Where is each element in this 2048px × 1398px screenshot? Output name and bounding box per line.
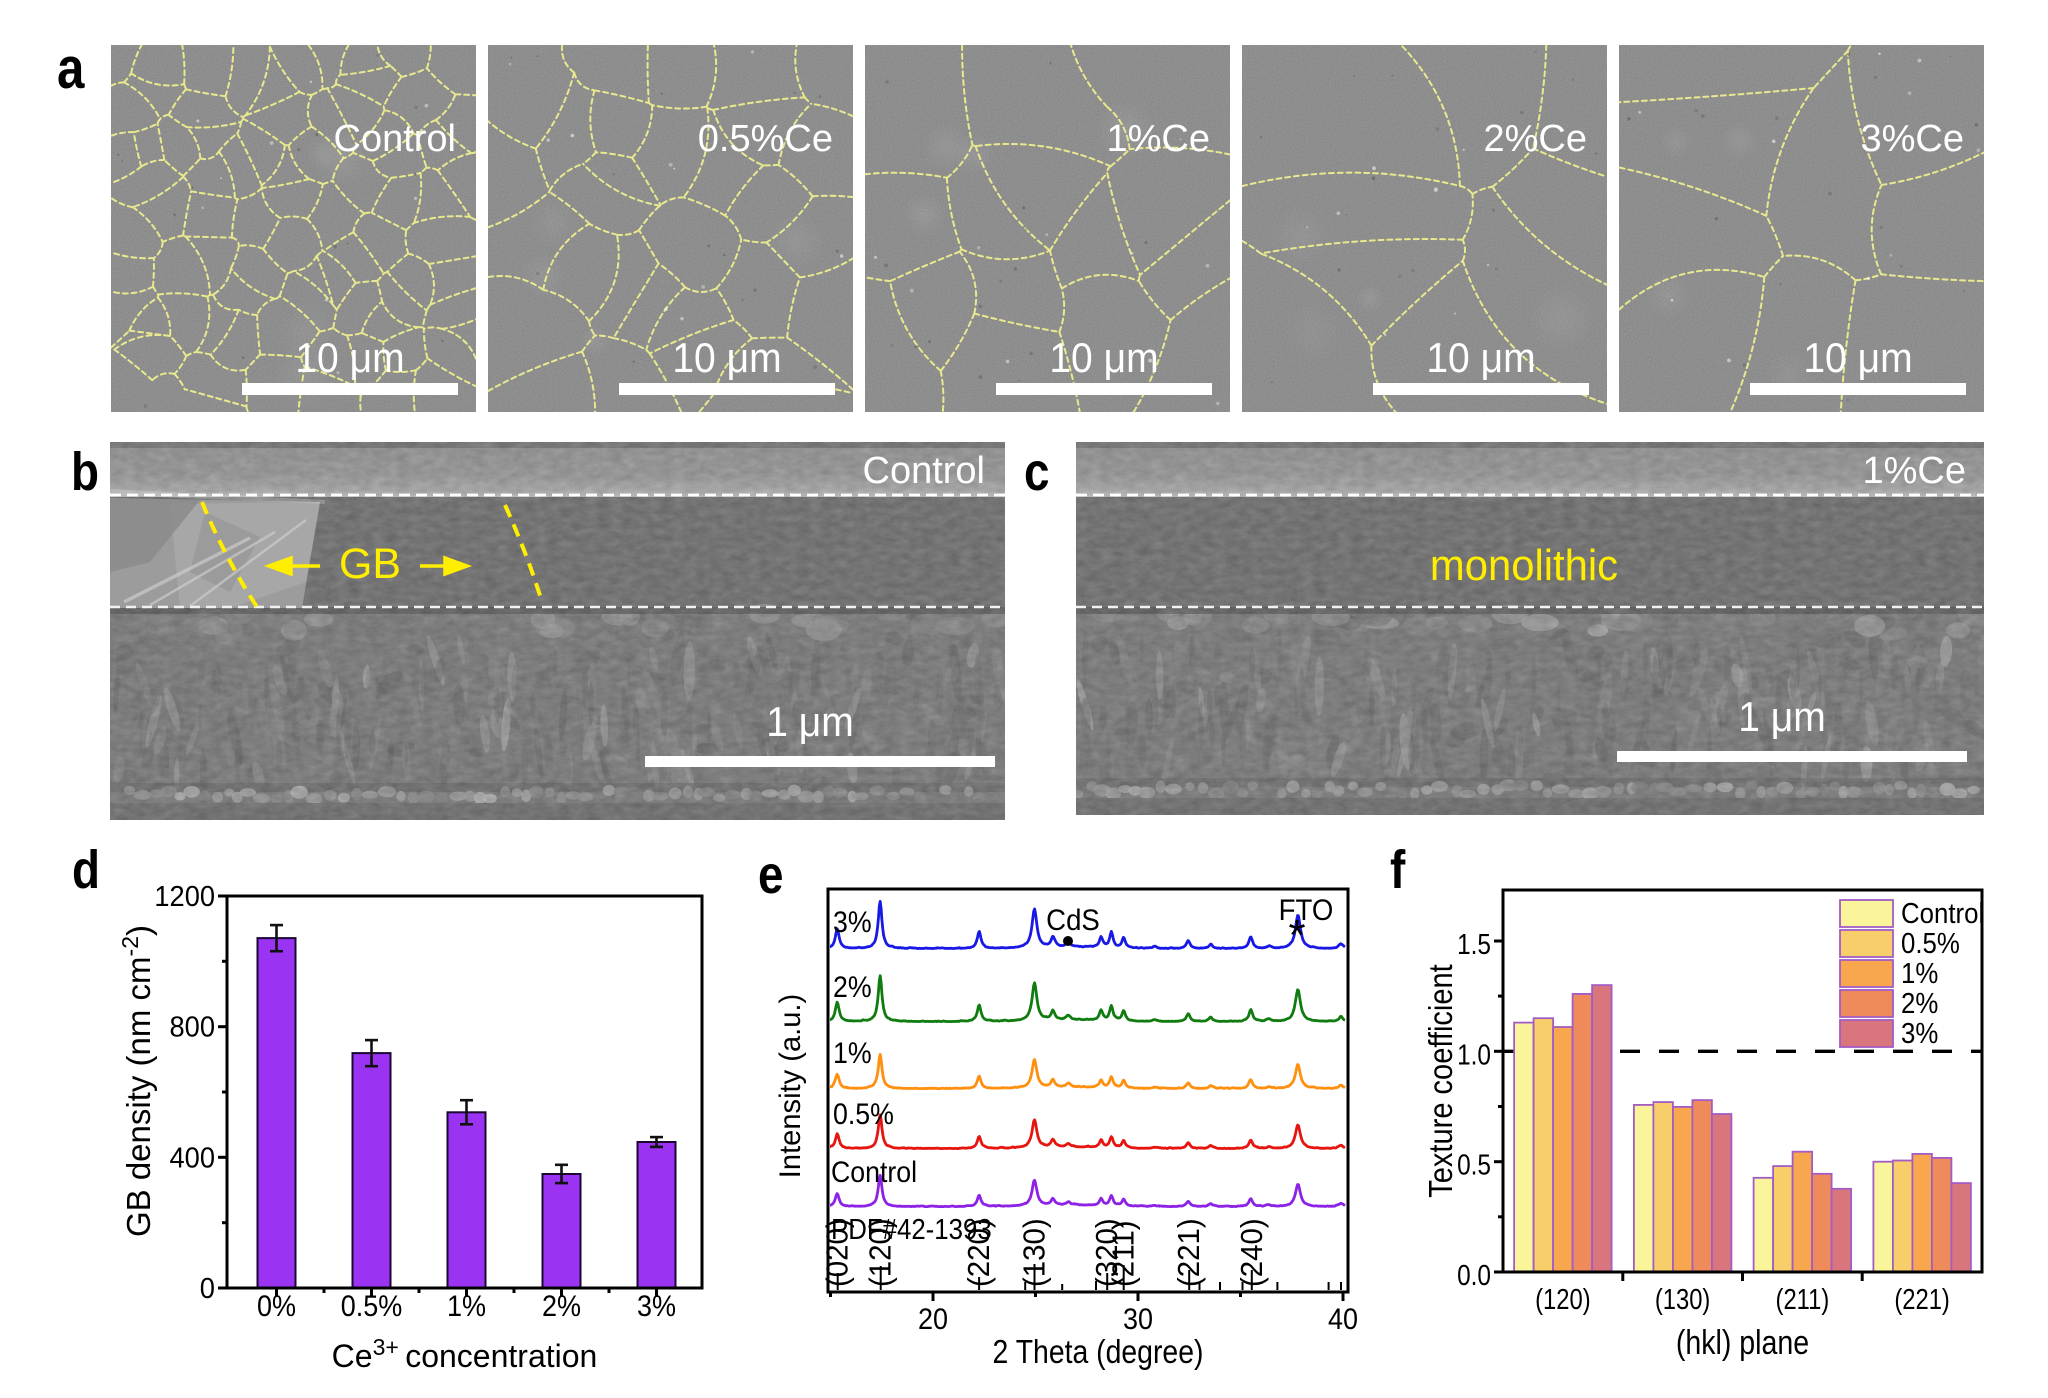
- svg-text:3%: 3%: [833, 906, 872, 939]
- svg-text:2 Theta (degree): 2 Theta (degree): [993, 1333, 1204, 1370]
- svg-text:1.0: 1.0: [1457, 1039, 1491, 1071]
- svg-text:0%: 0%: [257, 1290, 296, 1323]
- svg-text:2%Ce: 2%Ce: [1484, 118, 1588, 160]
- svg-text:0.0: 0.0: [1457, 1260, 1491, 1292]
- svg-text:(020): (020): [820, 1218, 855, 1287]
- svg-text:10 μm: 10 μm: [1426, 334, 1535, 381]
- svg-text:PDF#42-1393: PDF#42-1393: [831, 1214, 992, 1246]
- svg-text:Control: Control: [1901, 898, 1984, 930]
- svg-text:Control: Control: [863, 450, 986, 492]
- svg-text:1 μm: 1 μm: [1738, 693, 1826, 740]
- svg-text:1%Ce: 1%Ce: [1107, 118, 1211, 160]
- svg-text:(211): (211): [1106, 1220, 1141, 1287]
- svg-text:2%: 2%: [1901, 988, 1938, 1020]
- svg-text:0.5%: 0.5%: [1901, 928, 1960, 960]
- svg-text:(240): (240): [1234, 1218, 1269, 1287]
- svg-text:(120): (120): [1535, 1284, 1591, 1316]
- svg-text:(120): (120): [863, 1218, 898, 1287]
- svg-text:1200: 1200: [154, 881, 215, 913]
- svg-text:2%: 2%: [833, 971, 872, 1004]
- svg-text:1.5: 1.5: [1457, 929, 1491, 961]
- svg-text:0.5%: 0.5%: [833, 1098, 894, 1131]
- svg-text:1%Ce: 1%Ce: [1863, 450, 1967, 492]
- svg-text:30: 30: [1123, 1303, 1153, 1336]
- svg-text:c: c: [1024, 442, 1050, 502]
- svg-text:b: b: [71, 442, 99, 502]
- svg-text:e: e: [758, 845, 784, 905]
- svg-text:*: *: [1288, 911, 1305, 960]
- svg-text:(211): (211): [1776, 1284, 1830, 1316]
- svg-text:40: 40: [1328, 1303, 1358, 1336]
- svg-text:800: 800: [170, 1012, 216, 1044]
- svg-text:a: a: [57, 36, 85, 101]
- svg-text:Texture coefficient: Texture coefficient: [1422, 964, 1459, 1198]
- svg-text:Control: Control: [334, 118, 457, 160]
- svg-text:1 μm: 1 μm: [766, 698, 854, 745]
- svg-text:(hkl) plane: (hkl) plane: [1676, 1324, 1809, 1362]
- svg-text:1%: 1%: [447, 1290, 486, 1323]
- svg-text:1%: 1%: [833, 1037, 872, 1070]
- svg-text:400: 400: [170, 1142, 216, 1174]
- svg-text:3%Ce: 3%Ce: [1861, 118, 1965, 160]
- svg-text:Intensity (a.u.): Intensity (a.u.): [774, 994, 807, 1178]
- svg-text:FTO: FTO: [1279, 894, 1334, 927]
- svg-text:(220): (220): [961, 1218, 996, 1287]
- svg-text:10 μm: 10 μm: [672, 334, 781, 381]
- svg-text:1%: 1%: [1901, 958, 1938, 990]
- svg-text:(130): (130): [1017, 1218, 1052, 1287]
- svg-text:3%: 3%: [1901, 1018, 1938, 1050]
- svg-text:0.5: 0.5: [1457, 1150, 1491, 1182]
- svg-text:(130): (130): [1655, 1284, 1711, 1316]
- svg-text:10 μm: 10 μm: [1049, 334, 1158, 381]
- svg-text:0: 0: [200, 1273, 215, 1305]
- svg-text:10 μm: 10 μm: [1803, 334, 1912, 381]
- svg-text:monolithic: monolithic: [1430, 541, 1618, 590]
- svg-text:(221): (221): [1171, 1218, 1206, 1287]
- svg-text:d: d: [72, 840, 100, 900]
- svg-text:Control: Control: [831, 1156, 917, 1189]
- svg-text:Ce3+ concentration: Ce3+ concentration: [332, 1334, 598, 1374]
- svg-text:GB density (nm cm-2): GB density (nm cm-2): [117, 925, 157, 1237]
- svg-text:3%: 3%: [637, 1290, 676, 1323]
- svg-text:0.5%: 0.5%: [341, 1290, 403, 1323]
- svg-text:10 μm: 10 μm: [295, 334, 404, 381]
- svg-text:CdS: CdS: [1046, 904, 1100, 937]
- svg-text:GB: GB: [339, 540, 401, 588]
- svg-text:f: f: [1390, 840, 1406, 900]
- svg-text:0.5%Ce: 0.5%Ce: [698, 118, 833, 160]
- svg-text:2%: 2%: [542, 1290, 581, 1323]
- svg-text:(221): (221): [1894, 1284, 1950, 1316]
- svg-text:20: 20: [918, 1303, 948, 1336]
- svg-text:(320): (320): [1089, 1218, 1124, 1287]
